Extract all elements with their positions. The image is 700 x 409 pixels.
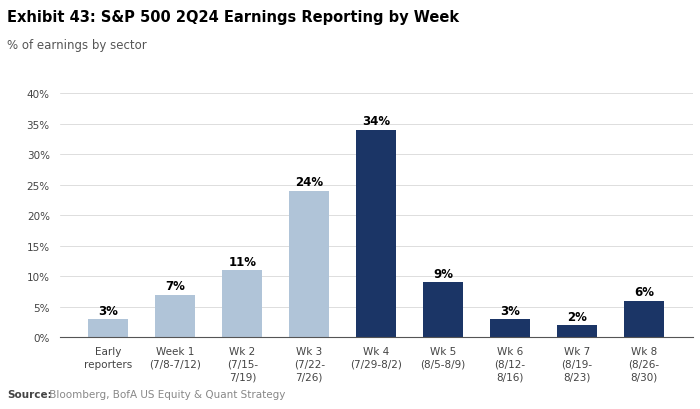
Bar [423,283,463,337]
Bar [88,319,129,337]
Bar [557,325,597,337]
Text: 6%: 6% [634,285,654,299]
Bar [490,319,531,337]
Text: Exhibit 43: S&P 500 2Q24 Earnings Reporting by Week: Exhibit 43: S&P 500 2Q24 Earnings Report… [7,10,459,25]
Text: 24%: 24% [295,176,323,189]
Text: 3%: 3% [500,304,520,317]
Text: Bloomberg, BofA US Equity & Quant Strategy: Bloomberg, BofA US Equity & Quant Strate… [46,389,285,399]
Text: Source:: Source: [7,389,52,399]
Bar [624,301,664,337]
Text: 3%: 3% [99,304,118,317]
Text: % of earnings by sector: % of earnings by sector [7,39,147,52]
Text: 2%: 2% [567,310,587,323]
Bar [155,295,195,337]
Bar [289,191,330,337]
Text: 7%: 7% [165,279,186,292]
Text: 9%: 9% [433,267,453,280]
Text: 34%: 34% [362,115,391,128]
Bar [356,130,396,337]
Text: 11%: 11% [228,255,256,268]
Bar [222,270,262,337]
